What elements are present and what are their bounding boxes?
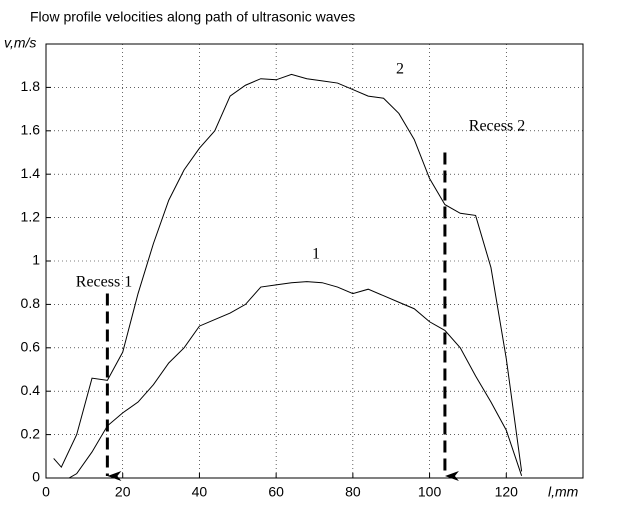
y-tick-label: 1.8 [21,78,41,94]
y-tick-label: 1 [32,252,40,268]
series-label: 1 [312,246,320,263]
y-tick-label: 0.2 [21,425,41,441]
y-tick-label: 0 [32,469,40,485]
series-line [53,281,523,479]
x-tick-label: 120 [495,484,519,500]
series-line [53,73,523,472]
y-tick-label: 0.8 [21,295,41,311]
x-tick-label: 60 [268,484,284,500]
annotation: Recess 1 [76,274,132,291]
y-tick-label: 1.2 [21,208,41,224]
series-label: 2 [396,61,404,78]
x-tick-label: 40 [192,484,208,500]
x-tick-label: 100 [418,484,442,500]
annotation: Recess 2 [469,118,525,135]
y-tick-label: 1.4 [21,165,41,181]
chart-title: Flow profile velocities along path of ul… [30,9,355,25]
x-tick-label: 0 [42,484,50,500]
x-tick-label: 20 [115,484,131,500]
y-tick-label: 1.6 [21,122,41,138]
x-axis-label: l,mm [548,484,579,500]
plot-frame [45,43,584,479]
x-tick-label: 80 [345,484,361,500]
y-tick-label: 0.6 [21,339,41,355]
y-tick-label: 0.4 [21,382,41,398]
y-axis-label: v,m/s [4,35,36,51]
